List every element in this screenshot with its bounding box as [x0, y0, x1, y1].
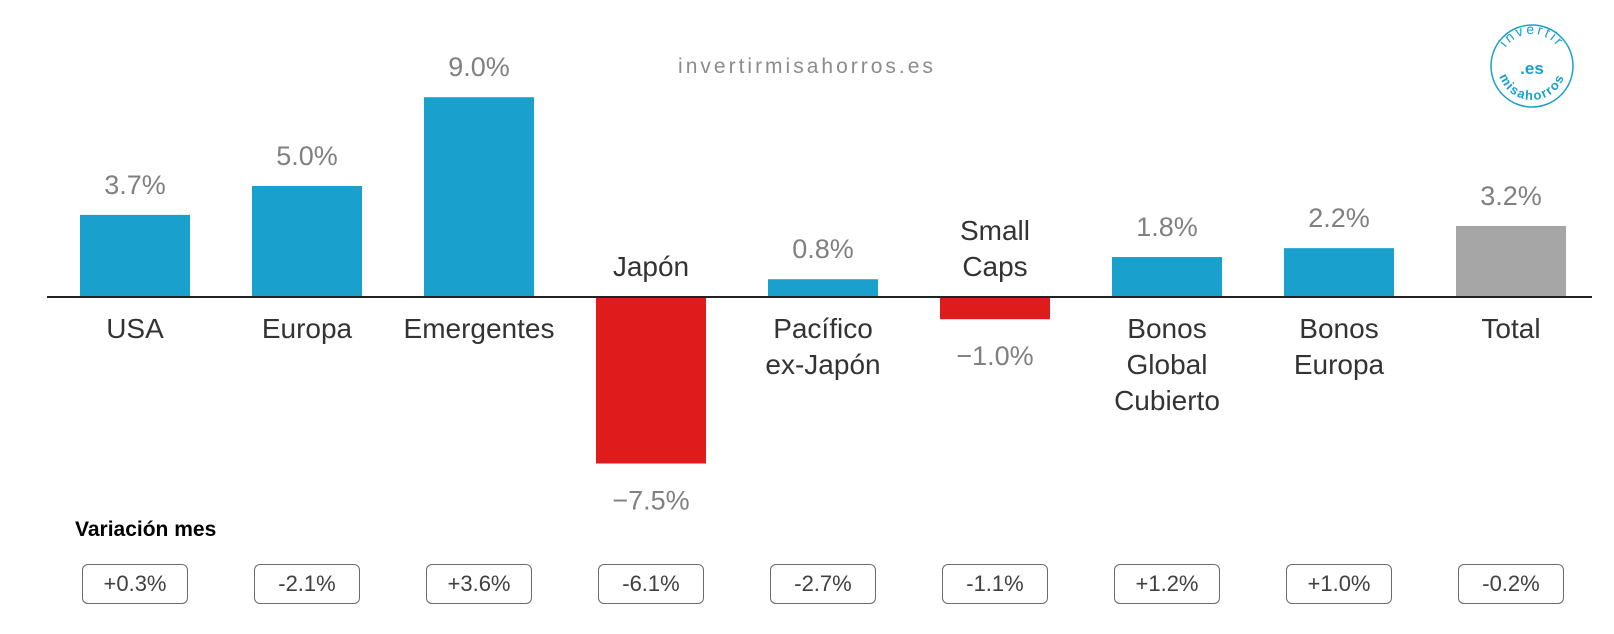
value-label-6: 1.8% [1136, 212, 1198, 242]
category-label-0-0: USA [106, 313, 164, 344]
site-logo: invertir misahorros .es [1488, 21, 1576, 110]
category-label-1-0: Europa [262, 313, 353, 344]
logo-top-text: invertir [1495, 21, 1566, 50]
category-label-6-0: Bonos [1127, 313, 1206, 344]
svg-text:invertir: invertir [1495, 22, 1568, 50]
bar-6 [1112, 257, 1222, 297]
category-label-2-0: Emergentes [404, 313, 555, 344]
monthly-variation-box-1: -2.1% [254, 564, 360, 604]
category-label-4-0: Pacífico [773, 313, 873, 344]
category-label-5-0: Small [960, 215, 1030, 246]
bar-5 [940, 297, 1050, 320]
category-label-7-1: Europa [1294, 349, 1385, 380]
monthly-variation-box-2: +3.6% [426, 564, 532, 604]
category-label-3-0: Japón [613, 251, 689, 282]
bar-7 [1284, 248, 1394, 297]
monthly-variation-box-6: +1.2% [1114, 564, 1220, 604]
bar-3 [596, 297, 706, 464]
monthly-variation-box-3: -6.1% [598, 564, 704, 604]
category-label-7-0: Bonos [1299, 313, 1378, 344]
value-label-4: 0.8% [792, 234, 854, 264]
bar-4 [768, 279, 878, 297]
monthly-variation-box-7: +1.0% [1286, 564, 1392, 604]
monthly-variation-box-5: -1.1% [942, 564, 1048, 604]
monthly-variation-box-4: -2.7% [770, 564, 876, 604]
value-label-7: 2.2% [1308, 203, 1370, 233]
bar-2 [424, 97, 534, 297]
bar-1 [252, 186, 362, 297]
category-label-8-0: Total [1481, 313, 1540, 344]
labels-group: 3.7% USA 5.0% Europa 9.0% Emergentes Japón −7.5… [104, 52, 1542, 515]
value-label-5: −1.0% [956, 341, 1033, 371]
monthly-variation-box-0: +0.3% [82, 564, 188, 604]
monthly-variation-title: Variación mes [75, 518, 217, 541]
bars-group [80, 97, 1566, 464]
category-label-5-1: Caps [962, 251, 1027, 282]
value-label-8: 3.2% [1480, 181, 1542, 211]
bar-8 [1456, 225, 1566, 297]
category-label-6-2: Cubierto [1114, 385, 1220, 416]
value-label-2: 9.0% [448, 52, 510, 82]
monthly-variation-box-8: -0.2% [1458, 564, 1564, 604]
value-label-0: 3.7% [104, 170, 166, 200]
logo-center-text: .es [1520, 59, 1544, 78]
category-label-4-1: ex-Japón [765, 349, 880, 380]
value-label-1: 5.0% [276, 141, 338, 171]
category-label-6-1: Global [1127, 349, 1208, 380]
value-label-3: −7.5% [612, 486, 689, 516]
bar-0 [80, 214, 190, 297]
watermark-text: invertirmisahorros.es [678, 55, 936, 78]
